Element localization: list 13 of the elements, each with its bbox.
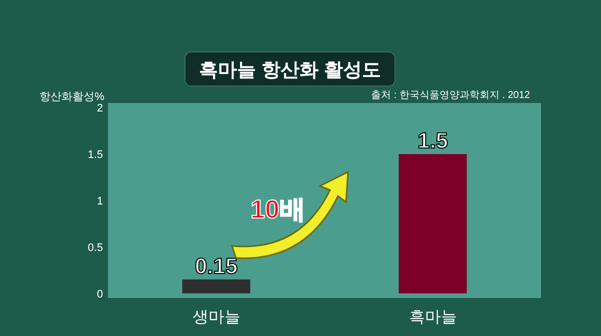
y-tick-label: 2 [96,102,103,115]
data-label: 1.5 [417,128,448,154]
x-tick-label: 흑마늘 [408,309,457,326]
chart-title: 흑마늘 항산화 활성도 [199,60,381,81]
x-tick-label: 생마늘 [192,309,240,326]
data-label: 0.15 [194,253,238,278]
y-tick-label: 1.5 [88,149,103,162]
y-tick-label: 0.5 [88,242,103,254]
annotation: 10배 [250,194,306,224]
source-note: 출처 : 한국식품영양과학회지 . 2012 [371,90,530,101]
y-axis-title: 항산화활성% [40,91,105,103]
y-tick-label: 1 [96,196,103,208]
y-tick-label: 0 [96,288,103,300]
